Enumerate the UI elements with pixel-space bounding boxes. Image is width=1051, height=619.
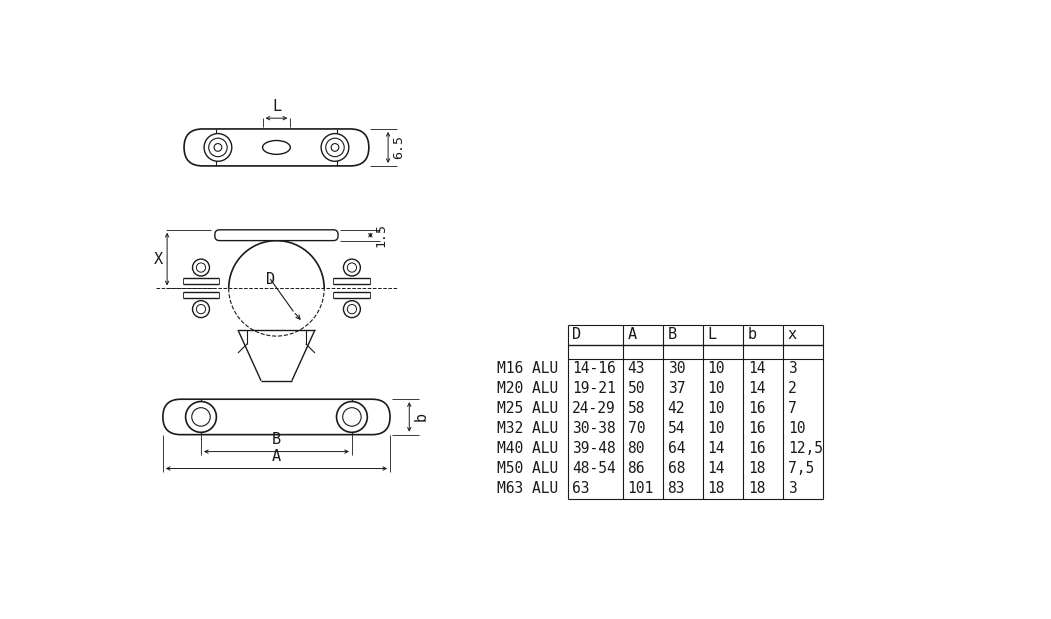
Circle shape bbox=[347, 305, 356, 314]
Text: 50: 50 bbox=[627, 381, 645, 396]
Text: 18: 18 bbox=[747, 461, 765, 476]
Text: 7,5: 7,5 bbox=[788, 461, 813, 476]
Text: M25 ALU: M25 ALU bbox=[497, 401, 559, 416]
Text: M32 ALU: M32 ALU bbox=[497, 421, 559, 436]
Text: 6.5: 6.5 bbox=[392, 136, 405, 160]
Text: 24-29: 24-29 bbox=[572, 401, 616, 416]
Text: 18: 18 bbox=[747, 481, 765, 496]
Circle shape bbox=[344, 259, 360, 276]
Text: B: B bbox=[272, 432, 281, 447]
Text: 2: 2 bbox=[788, 381, 797, 396]
Text: 83: 83 bbox=[667, 481, 685, 496]
Text: 10: 10 bbox=[707, 361, 725, 376]
Circle shape bbox=[204, 134, 232, 162]
Circle shape bbox=[209, 138, 227, 157]
Circle shape bbox=[192, 301, 209, 318]
Text: A: A bbox=[272, 449, 281, 464]
Text: M50 ALU: M50 ALU bbox=[497, 461, 559, 476]
Text: 39-48: 39-48 bbox=[572, 441, 616, 456]
Text: L: L bbox=[707, 327, 717, 342]
Text: 54: 54 bbox=[667, 421, 685, 436]
Text: 30: 30 bbox=[667, 361, 685, 376]
Text: L: L bbox=[272, 99, 281, 115]
Text: b: b bbox=[747, 327, 757, 342]
Text: b: b bbox=[413, 412, 428, 422]
Text: 10: 10 bbox=[707, 401, 725, 416]
Text: 3: 3 bbox=[788, 361, 797, 376]
Text: 14-16: 14-16 bbox=[572, 361, 616, 376]
Circle shape bbox=[322, 134, 349, 162]
Text: x: x bbox=[788, 327, 797, 342]
Text: 86: 86 bbox=[627, 461, 645, 476]
Circle shape bbox=[344, 301, 360, 318]
Text: X: X bbox=[153, 251, 163, 267]
Text: M63 ALU: M63 ALU bbox=[497, 481, 559, 496]
Circle shape bbox=[197, 263, 206, 272]
Text: 3: 3 bbox=[788, 481, 797, 496]
Text: 14: 14 bbox=[707, 441, 725, 456]
Text: 16: 16 bbox=[747, 441, 765, 456]
Circle shape bbox=[326, 138, 345, 157]
Text: A: A bbox=[627, 327, 637, 342]
Circle shape bbox=[197, 305, 206, 314]
Text: B: B bbox=[667, 327, 677, 342]
Text: 30-38: 30-38 bbox=[572, 421, 616, 436]
Text: 7: 7 bbox=[788, 401, 797, 416]
Text: 10: 10 bbox=[707, 421, 725, 436]
Text: M16 ALU: M16 ALU bbox=[497, 361, 559, 376]
Text: 14: 14 bbox=[747, 381, 765, 396]
Text: 42: 42 bbox=[667, 401, 685, 416]
Text: 1.5: 1.5 bbox=[374, 223, 387, 247]
Text: 70: 70 bbox=[627, 421, 645, 436]
Ellipse shape bbox=[263, 141, 290, 154]
Text: 14: 14 bbox=[747, 361, 765, 376]
Text: 14: 14 bbox=[707, 461, 725, 476]
Text: D: D bbox=[572, 327, 581, 342]
FancyBboxPatch shape bbox=[214, 230, 338, 241]
Circle shape bbox=[214, 144, 222, 151]
Text: 64: 64 bbox=[667, 441, 685, 456]
Circle shape bbox=[192, 259, 209, 276]
Circle shape bbox=[336, 402, 367, 432]
Text: 10: 10 bbox=[788, 421, 805, 436]
Text: 10: 10 bbox=[707, 381, 725, 396]
Text: 58: 58 bbox=[627, 401, 645, 416]
FancyBboxPatch shape bbox=[184, 129, 369, 166]
FancyBboxPatch shape bbox=[163, 399, 390, 435]
Text: 12,5: 12,5 bbox=[788, 441, 823, 456]
Text: 63: 63 bbox=[572, 481, 590, 496]
Text: 80: 80 bbox=[627, 441, 645, 456]
Text: M40 ALU: M40 ALU bbox=[497, 441, 559, 456]
Circle shape bbox=[191, 408, 210, 426]
Text: 16: 16 bbox=[747, 421, 765, 436]
Text: M20 ALU: M20 ALU bbox=[497, 381, 559, 396]
Text: 19-21: 19-21 bbox=[572, 381, 616, 396]
Circle shape bbox=[343, 408, 362, 426]
Circle shape bbox=[347, 263, 356, 272]
Text: 68: 68 bbox=[667, 461, 685, 476]
Text: 37: 37 bbox=[667, 381, 685, 396]
Circle shape bbox=[331, 144, 338, 151]
Circle shape bbox=[186, 402, 217, 432]
Text: 101: 101 bbox=[627, 481, 654, 496]
Text: 18: 18 bbox=[707, 481, 725, 496]
Text: 16: 16 bbox=[747, 401, 765, 416]
Text: 48-54: 48-54 bbox=[572, 461, 616, 476]
Text: D: D bbox=[266, 272, 275, 287]
Text: 43: 43 bbox=[627, 361, 645, 376]
